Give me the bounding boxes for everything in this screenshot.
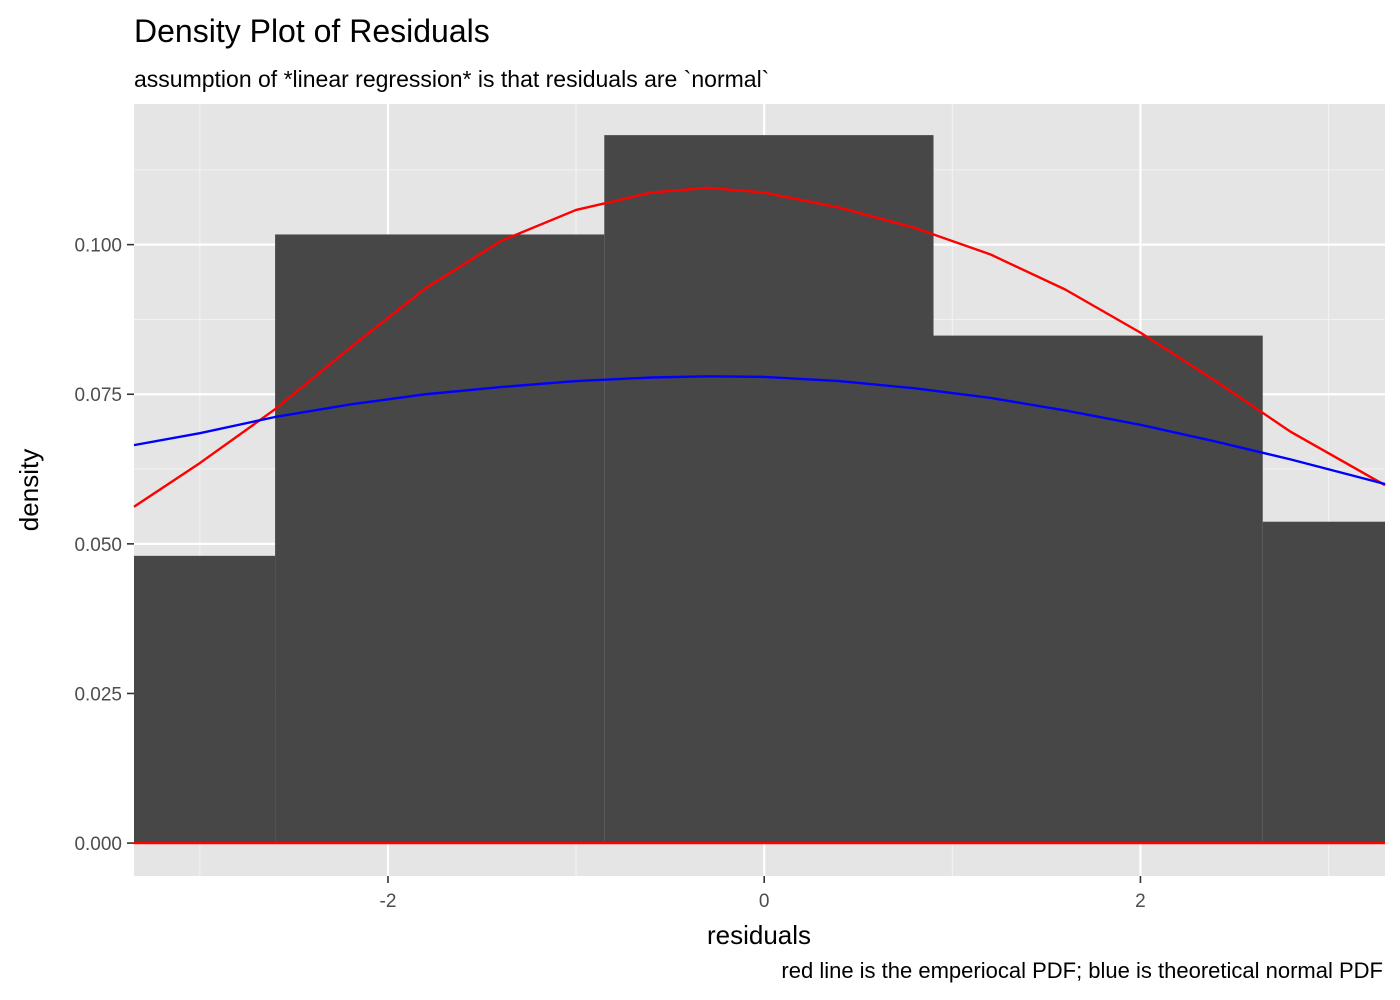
y-tick-label: 0.075 [74,385,122,406]
histogram-bars [134,135,1385,844]
histogram-bar [604,135,934,844]
y-tick-label: 0.100 [74,236,122,257]
density-lines [133,186,1386,845]
chart-title: Density Plot of Residuals [134,13,490,49]
chart-subtitle: assumption of *linear regression* is tha… [134,66,769,92]
y-tick-label: 0.025 [74,684,122,705]
y-tick-label: 0.000 [74,834,122,855]
theoretical-pdf-line [133,375,1386,486]
histogram-bar [1262,521,1385,844]
x-tick-label: -2 [380,891,397,912]
y-axis-title: density [14,449,44,531]
x-axis: -2 0 2 [380,876,1146,912]
x-tick-label: 0 [759,891,770,912]
x-tick-label: 2 [1135,891,1146,912]
histogram-bar [933,335,1263,844]
y-axis: 0.000 0.025 0.050 0.075 0.100 [74,236,134,855]
y-tick-label: 0.050 [74,535,122,556]
histogram-bar [275,234,605,844]
empirical-pdf-line [133,186,1386,508]
x-axis-title: residuals [707,920,811,950]
histogram-bar [134,555,276,844]
chart-caption: red line is the emperiocal PDF; blue is … [781,958,1383,983]
